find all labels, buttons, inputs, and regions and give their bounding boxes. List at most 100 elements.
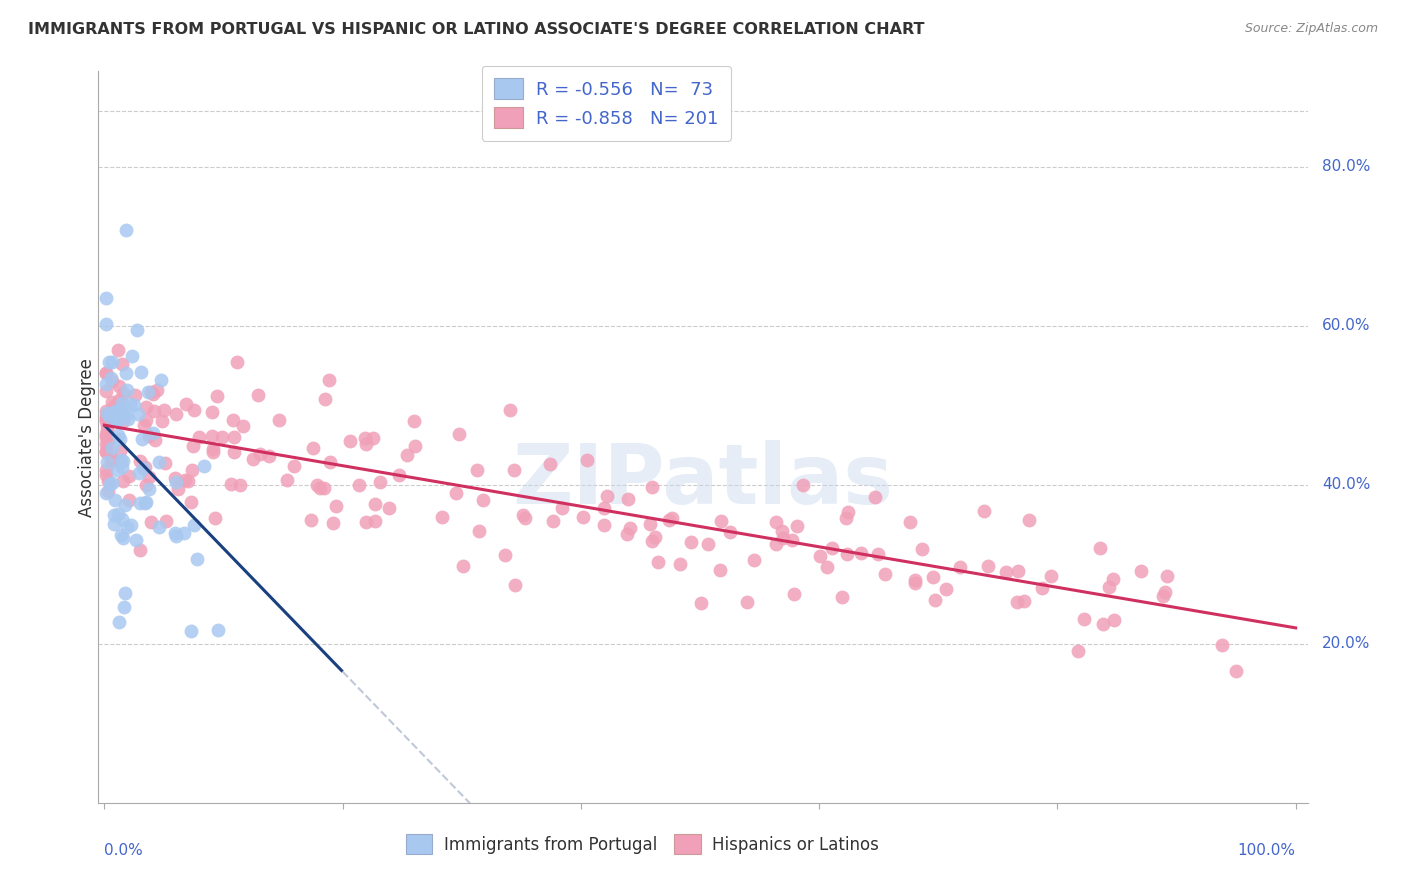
Point [96, 455, 118, 469]
Point [165, 475, 187, 489]
Point [165, 407, 187, 421]
Point [1098, 580, 1121, 594]
Point [104, 492, 127, 507]
Point [117, 412, 139, 426]
Point [364, 497, 387, 511]
Point [94, 409, 117, 424]
Point [783, 587, 806, 601]
Point [187, 430, 209, 444]
Point [349, 477, 371, 491]
Point [593, 518, 616, 533]
Point [134, 460, 156, 475]
Point [765, 515, 787, 529]
Text: 100.0%: 100.0% [1237, 843, 1296, 858]
Point [112, 385, 135, 400]
Point [141, 385, 163, 400]
Point [138, 469, 160, 483]
Point [180, 624, 202, 639]
Point [97, 474, 120, 488]
Point [135, 413, 157, 427]
Point [710, 514, 733, 528]
Point [222, 429, 245, 443]
Point [105, 463, 128, 477]
Point [142, 387, 165, 401]
Point [132, 417, 155, 432]
Point [319, 455, 342, 469]
Point [129, 365, 152, 379]
Point [111, 414, 134, 428]
Point [267, 412, 290, 426]
Point [314, 481, 336, 495]
Point [679, 535, 702, 549]
Point [201, 445, 224, 459]
Point [124, 388, 146, 402]
Point [128, 466, 150, 480]
Point [111, 357, 134, 371]
Point [543, 514, 565, 528]
Point [322, 516, 344, 530]
Point [143, 433, 166, 447]
Point [139, 516, 162, 530]
Point [152, 403, 174, 417]
Point [225, 354, 247, 368]
Point [222, 413, 245, 427]
Point [149, 373, 172, 387]
Point [114, 586, 136, 600]
Point [444, 485, 467, 500]
Point [118, 469, 141, 483]
Point [128, 543, 150, 558]
Point [835, 511, 858, 525]
Point [868, 547, 890, 561]
Point [96, 317, 118, 331]
Point [118, 397, 141, 411]
Point [143, 404, 166, 418]
Point [339, 434, 361, 448]
Point [404, 439, 426, 453]
Point [110, 432, 132, 446]
Point [249, 447, 271, 461]
Point [104, 413, 127, 427]
Point [299, 513, 322, 527]
Point [808, 549, 831, 564]
Point [174, 397, 197, 411]
Point [205, 389, 228, 403]
Point [865, 490, 887, 504]
Point [402, 414, 425, 428]
Point [353, 432, 375, 446]
Point [135, 400, 157, 414]
Point [97, 408, 120, 422]
Point [211, 429, 233, 443]
Point [94, 467, 117, 482]
Text: ZIPatlas: ZIPatlas [513, 441, 893, 522]
Point [117, 520, 139, 534]
Point [1153, 585, 1175, 599]
Text: Source: ZipAtlas.com: Source: ZipAtlas.com [1244, 22, 1378, 36]
Point [815, 559, 838, 574]
Point [177, 474, 200, 488]
Point [1039, 568, 1062, 582]
Point [697, 537, 720, 551]
Point [110, 401, 132, 416]
Point [115, 366, 138, 380]
Point [447, 427, 470, 442]
Point [246, 388, 269, 402]
Point [153, 456, 176, 470]
Point [96, 423, 118, 437]
Point [98, 476, 121, 491]
Point [314, 392, 336, 406]
Point [94, 412, 117, 426]
Point [924, 593, 946, 607]
Point [193, 458, 215, 473]
Point [97, 355, 120, 369]
Text: 0.0%: 0.0% [104, 843, 143, 858]
Point [1014, 594, 1036, 608]
Legend: Immigrants from Portugal, Hispanics or Latinos: Immigrants from Portugal, Hispanics or L… [399, 828, 886, 860]
Point [101, 452, 124, 467]
Text: 60.0%: 60.0% [1322, 318, 1371, 334]
Point [97, 436, 120, 450]
Point [127, 408, 149, 422]
Point [115, 409, 138, 423]
Point [94, 384, 117, 398]
Point [94, 485, 117, 500]
Point [111, 407, 134, 421]
